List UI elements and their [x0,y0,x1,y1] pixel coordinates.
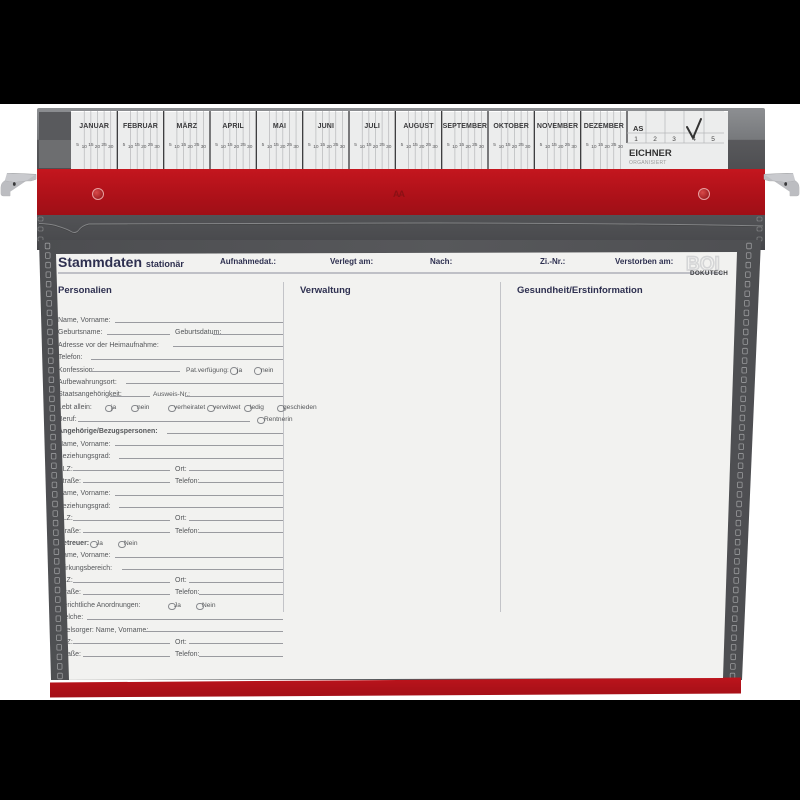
svg-text:20: 20 [95,144,101,150]
svg-text:10: 10 [499,144,505,150]
svg-text:10: 10 [221,144,227,150]
svg-text:15: 15 [459,142,465,148]
svg-text:OKTOBER: OKTOBER [493,123,529,130]
svg-text:AUGUST: AUGUST [403,123,434,130]
svg-text:5: 5 [123,142,126,148]
svg-text:DEZEMBER: DEZEMBER [584,123,624,130]
svg-text:15: 15 [135,142,141,148]
svg-text:5: 5 [215,142,218,148]
svg-text:20: 20 [280,144,286,150]
svg-text:20: 20 [373,144,379,150]
svg-text:20: 20 [604,144,610,150]
svg-text:30: 30 [108,144,114,150]
svg-text:10: 10 [360,144,366,150]
svg-text:30: 30 [525,144,531,150]
svg-text:25: 25 [148,142,154,148]
svg-text:5: 5 [540,142,543,148]
svg-text:5: 5 [262,142,265,148]
svg-text:25: 25 [611,142,617,148]
svg-text:25: 25 [426,142,432,148]
svg-text:30: 30 [571,144,577,150]
svg-text:30: 30 [201,144,207,150]
svg-text:3: 3 [672,136,676,143]
svg-text:30: 30 [340,144,346,150]
svg-text:25: 25 [287,142,293,148]
svg-text:5: 5 [586,142,589,148]
svg-text:5: 5 [401,142,404,148]
svg-text:5: 5 [169,142,172,148]
svg-text:10: 10 [452,144,458,150]
svg-text:AS: AS [633,124,643,133]
svg-text:MÄRZ: MÄRZ [177,122,198,130]
svg-text:20: 20 [558,144,564,150]
svg-text:10: 10 [174,144,180,150]
svg-text:NOVEMBER: NOVEMBER [537,123,578,130]
svg-text:30: 30 [618,144,624,150]
svg-text:15: 15 [552,142,558,148]
svg-text:APRIL: APRIL [222,123,244,130]
svg-text:15: 15 [413,142,419,148]
svg-text:25: 25 [240,142,246,148]
svg-text:5: 5 [308,142,311,148]
svg-text:30: 30 [293,144,299,150]
svg-text:10: 10 [406,144,412,150]
svg-text:25: 25 [194,142,200,148]
svg-text:25: 25 [565,142,571,148]
svg-text:30: 30 [479,144,485,150]
svg-text:20: 20 [187,144,193,150]
svg-text:10: 10 [267,144,273,150]
svg-text:15: 15 [181,142,187,148]
svg-text:30: 30 [247,144,253,150]
svg-text:EICHNER: EICHNER [629,148,672,159]
svg-text:15: 15 [88,142,94,148]
svg-text:20: 20 [512,144,518,150]
svg-text:25: 25 [379,142,385,148]
svg-text:5: 5 [447,142,450,148]
svg-text:30: 30 [432,144,438,150]
svg-text:1: 1 [634,136,638,143]
svg-text:20: 20 [234,144,240,150]
svg-text:15: 15 [320,142,326,148]
svg-text:25: 25 [472,142,478,148]
svg-text:10: 10 [128,144,134,150]
svg-text:20: 20 [419,144,425,150]
svg-text:25: 25 [333,142,339,148]
svg-text:25: 25 [101,142,107,148]
svg-text:SEPTEMBER: SEPTEMBER [443,123,487,130]
svg-text:10: 10 [313,144,319,150]
svg-text:15: 15 [366,142,372,148]
svg-text:20: 20 [465,144,471,150]
svg-text:20: 20 [326,144,332,150]
svg-text:5: 5 [76,142,79,148]
svg-text:10: 10 [82,144,88,150]
svg-text:5: 5 [354,142,357,148]
svg-text:2: 2 [653,136,657,143]
svg-text:JUNI: JUNI [318,123,334,130]
svg-text:25: 25 [518,142,524,148]
svg-text:5: 5 [493,142,496,148]
svg-text:FEBRUAR: FEBRUAR [123,123,158,130]
svg-text:5: 5 [711,136,715,143]
svg-text:30: 30 [154,144,160,150]
svg-text:15: 15 [274,142,280,148]
svg-text:ORGANISIERT: ORGANISIERT [629,160,667,166]
svg-text:JANUAR: JANUAR [79,123,109,130]
svg-text:15: 15 [505,142,511,148]
svg-text:10: 10 [545,144,551,150]
svg-text:MAI: MAI [273,123,286,130]
svg-text:30: 30 [386,144,392,150]
svg-text:10: 10 [591,144,597,150]
svg-text:15: 15 [598,142,604,148]
svg-text:JULI: JULI [364,123,380,130]
svg-text:20: 20 [141,144,147,150]
svg-text:15: 15 [227,142,233,148]
